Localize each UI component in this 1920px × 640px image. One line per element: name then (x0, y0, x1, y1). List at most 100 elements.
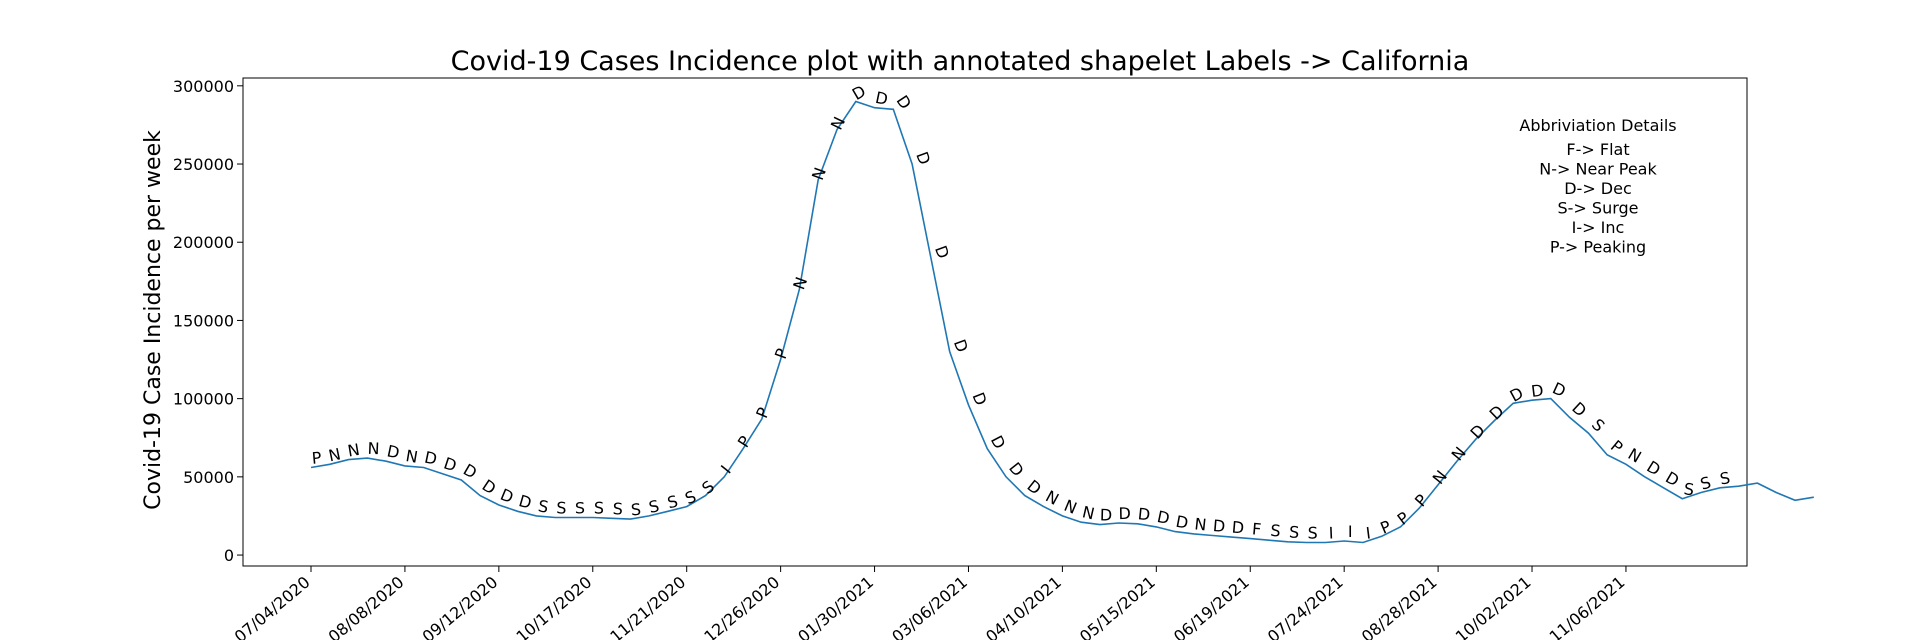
y-tick-label: 0 (224, 546, 234, 565)
chart-title: Covid-19 Cases Incidence plot with annot… (451, 46, 1470, 77)
shapelet-label: S (665, 491, 679, 512)
shapelet-label: D (1005, 459, 1028, 481)
x-tick-label: 12/26/2020 (700, 573, 783, 640)
shapelet-label: D (1174, 512, 1190, 533)
x-tick-label: 08/08/2020 (325, 573, 408, 640)
shapelet-label: N (808, 165, 830, 183)
shapelet-label: P (771, 346, 792, 362)
shapelet-label: S (682, 487, 699, 508)
plot-frame (242, 77, 1748, 567)
shapelet-label: D (517, 491, 534, 513)
shapelet-label: P (752, 404, 773, 421)
shapelet-label: I (1348, 522, 1353, 541)
x-tick-label: 05/15/2021 (1076, 573, 1159, 640)
shapelet-label: P (1411, 490, 1432, 510)
shapelet-label: S (1718, 468, 1731, 488)
shapelet-label: N (1080, 502, 1096, 523)
y-axis-label: Covid-19 Case Incidence per week (141, 130, 166, 510)
shapelet-label: N (789, 274, 811, 292)
shapelet-label: N (1042, 487, 1062, 509)
x-tick-label: 03/06/2021 (888, 573, 971, 640)
shapelet-label: P (1394, 508, 1413, 529)
legend-entry: I-> Inc (1572, 218, 1625, 237)
x-tick-label: 08/28/2021 (1358, 573, 1441, 640)
shapelet-label: D (498, 485, 517, 507)
legend-entry: F-> Flat (1566, 140, 1629, 159)
shapelet-label: N (404, 446, 419, 467)
shapelet-label: S (1289, 522, 1300, 542)
shapelet-label: N (1194, 514, 1208, 534)
shapelet-label: D (1212, 516, 1226, 536)
shapelet-label: S (556, 498, 567, 517)
shapelet-label: N (1448, 443, 1470, 464)
shapelet-label: S (1698, 473, 1713, 494)
shapelet-label: D (385, 441, 401, 462)
shapelet-label: S (630, 500, 641, 520)
shapelet-label: D (460, 460, 480, 483)
shapelet-label: D (1662, 468, 1682, 491)
shapelet-label: S (1588, 415, 1609, 436)
shapelet-label: S (537, 496, 550, 516)
shapelet-label: D (1530, 381, 1545, 401)
legend-entry: D-> Dec (1564, 179, 1632, 198)
legend-entry: P-> Peaking (1550, 238, 1646, 257)
x-tick-label: 11/21/2020 (606, 573, 689, 640)
shapelet-label: I (1328, 523, 1334, 542)
x-tick-label: 10/02/2021 (1452, 573, 1535, 640)
shapelet-label: D (1643, 457, 1664, 480)
shapelet-label: N (346, 440, 361, 461)
shapelet-label: D (1466, 421, 1488, 443)
shapelet-label: N (367, 439, 380, 458)
shapelet-label: P (1607, 436, 1627, 457)
shapelet-label: N (1625, 444, 1645, 466)
legend-heading: Abbriviation Details (1519, 116, 1676, 135)
y-tick-label: 100000 (173, 390, 234, 409)
y-tick-label: 200000 (173, 233, 234, 252)
x-tick-label: 06/19/2021 (1170, 573, 1253, 640)
shapelet-label: D (1118, 504, 1131, 523)
x-tick-label: 10/17/2020 (512, 573, 595, 640)
shapelet-label: P (311, 448, 323, 468)
shapelet-label: S (698, 477, 718, 498)
shapelet-label: S (1270, 521, 1282, 541)
legend-entry: N-> Near Peak (1539, 160, 1657, 179)
series-line (310, 100, 1814, 544)
shapelet-label: I (1365, 523, 1372, 542)
shapelet-label: F (1251, 519, 1262, 539)
x-tick-label: 11/06/2021 (1546, 573, 1629, 640)
shapelet-label: D (987, 432, 1010, 452)
x-tick-label: 09/12/2020 (419, 573, 502, 640)
shapelet-label: D (479, 476, 500, 499)
y-tick-label: 150000 (173, 311, 234, 330)
shapelet-label: D (1155, 507, 1171, 528)
shapelet-label: S (612, 499, 623, 518)
shapelet-label: D (893, 92, 916, 113)
x-tick-label: 04/10/2021 (982, 573, 1065, 640)
shapelet-label: D (1550, 378, 1569, 400)
shapelet-label: P (1378, 516, 1395, 537)
shapelet-label: D (1137, 504, 1151, 524)
shapelet-label: D (423, 448, 439, 469)
y-tick-label: 300000 (173, 77, 234, 96)
shapelet-label: D (849, 81, 869, 104)
shapelet-label: D (950, 337, 972, 355)
shapelet-label: N (1061, 496, 1079, 518)
x-tick-label: 07/24/2021 (1264, 573, 1347, 640)
legend-entry: S-> Surge (1557, 199, 1638, 218)
shapelet-label: D (1024, 476, 1045, 499)
y-tick-label: 50000 (183, 468, 234, 487)
shapelet-label: S (647, 496, 661, 517)
shapelet-label: D (1231, 518, 1245, 538)
shapelet-label: S (1683, 479, 1695, 499)
shapelet-label: S (594, 498, 605, 517)
shapelet-label: D (969, 390, 991, 408)
shapelet-label: D (441, 454, 459, 476)
shapelet-label: D (1100, 505, 1113, 524)
shapelet-label: N (1429, 467, 1451, 488)
shapelet-label: D (1568, 398, 1590, 420)
y-tick-label: 250000 (173, 155, 234, 174)
shapelet-label: D (912, 149, 934, 167)
